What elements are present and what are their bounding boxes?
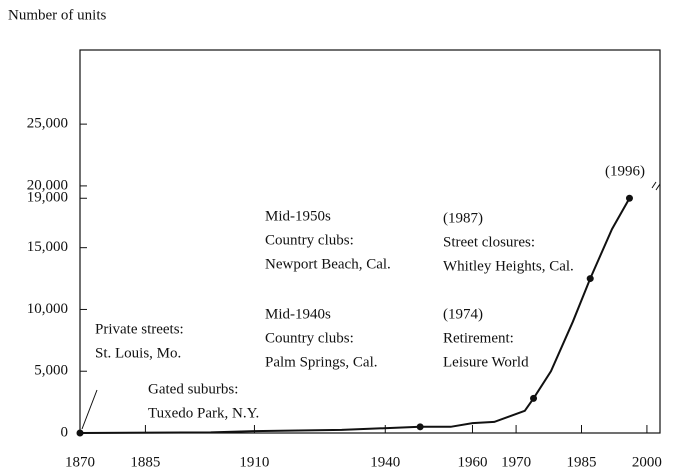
annotation: Leisure World [443, 354, 529, 370]
annotation: Palm Springs, Cal. [265, 354, 378, 370]
annotation: (1987) [443, 210, 483, 226]
x-tick-label: 1910 [239, 454, 269, 470]
data-point [586, 275, 594, 283]
x-tick-label: 1985 [567, 454, 597, 470]
plot-frame [79, 49, 661, 434]
x-tick-label: 1940 [370, 454, 400, 470]
data-point [76, 429, 84, 437]
annotation: Retirement: [443, 330, 514, 346]
data-point [416, 423, 424, 431]
annotation: Whitley Heights, Cal. [443, 258, 574, 274]
y-tick-label: 20,000 [27, 177, 68, 193]
annotation: Country clubs: [265, 232, 354, 248]
break-mark [651, 181, 661, 191]
annotation: Mid-1940s [265, 306, 331, 322]
annotation: (1996) [605, 163, 645, 179]
data-point [625, 194, 633, 202]
y-tick-label: 10,000 [27, 301, 68, 317]
x-tick-label: 1960 [457, 454, 487, 470]
annotation: (1974) [443, 306, 483, 322]
annotation: Tuxedo Park, N.Y. [148, 405, 259, 421]
x-tick-label: 2000 [632, 454, 662, 470]
y-tick-label: 25,000 [27, 116, 68, 132]
annotation: Mid-1950s [265, 208, 331, 224]
x-tick-label: 1870 [65, 454, 95, 470]
data-point [530, 394, 538, 402]
x-tick-label: 1970 [501, 454, 531, 470]
annotation: Newport Beach, Cal. [265, 256, 391, 272]
annotation: Street closures: [443, 234, 535, 250]
annotation: St. Louis, Mo. [95, 345, 181, 361]
y-tick-label: 0 [61, 424, 69, 440]
x-tick-label: 1885 [130, 454, 160, 470]
y-tick-label: 15,000 [27, 239, 68, 255]
y-tick-label: 19,000 [27, 190, 68, 206]
annotation: Gated suburbs: [148, 381, 238, 397]
leader-line [81, 389, 98, 430]
y-tick-label: 5,000 [34, 363, 68, 379]
annotation: Private streets: [95, 321, 184, 337]
y-axis-label: Number of units [8, 7, 106, 23]
annotation: Country clubs: [265, 330, 354, 346]
data-line [79, 197, 631, 434]
